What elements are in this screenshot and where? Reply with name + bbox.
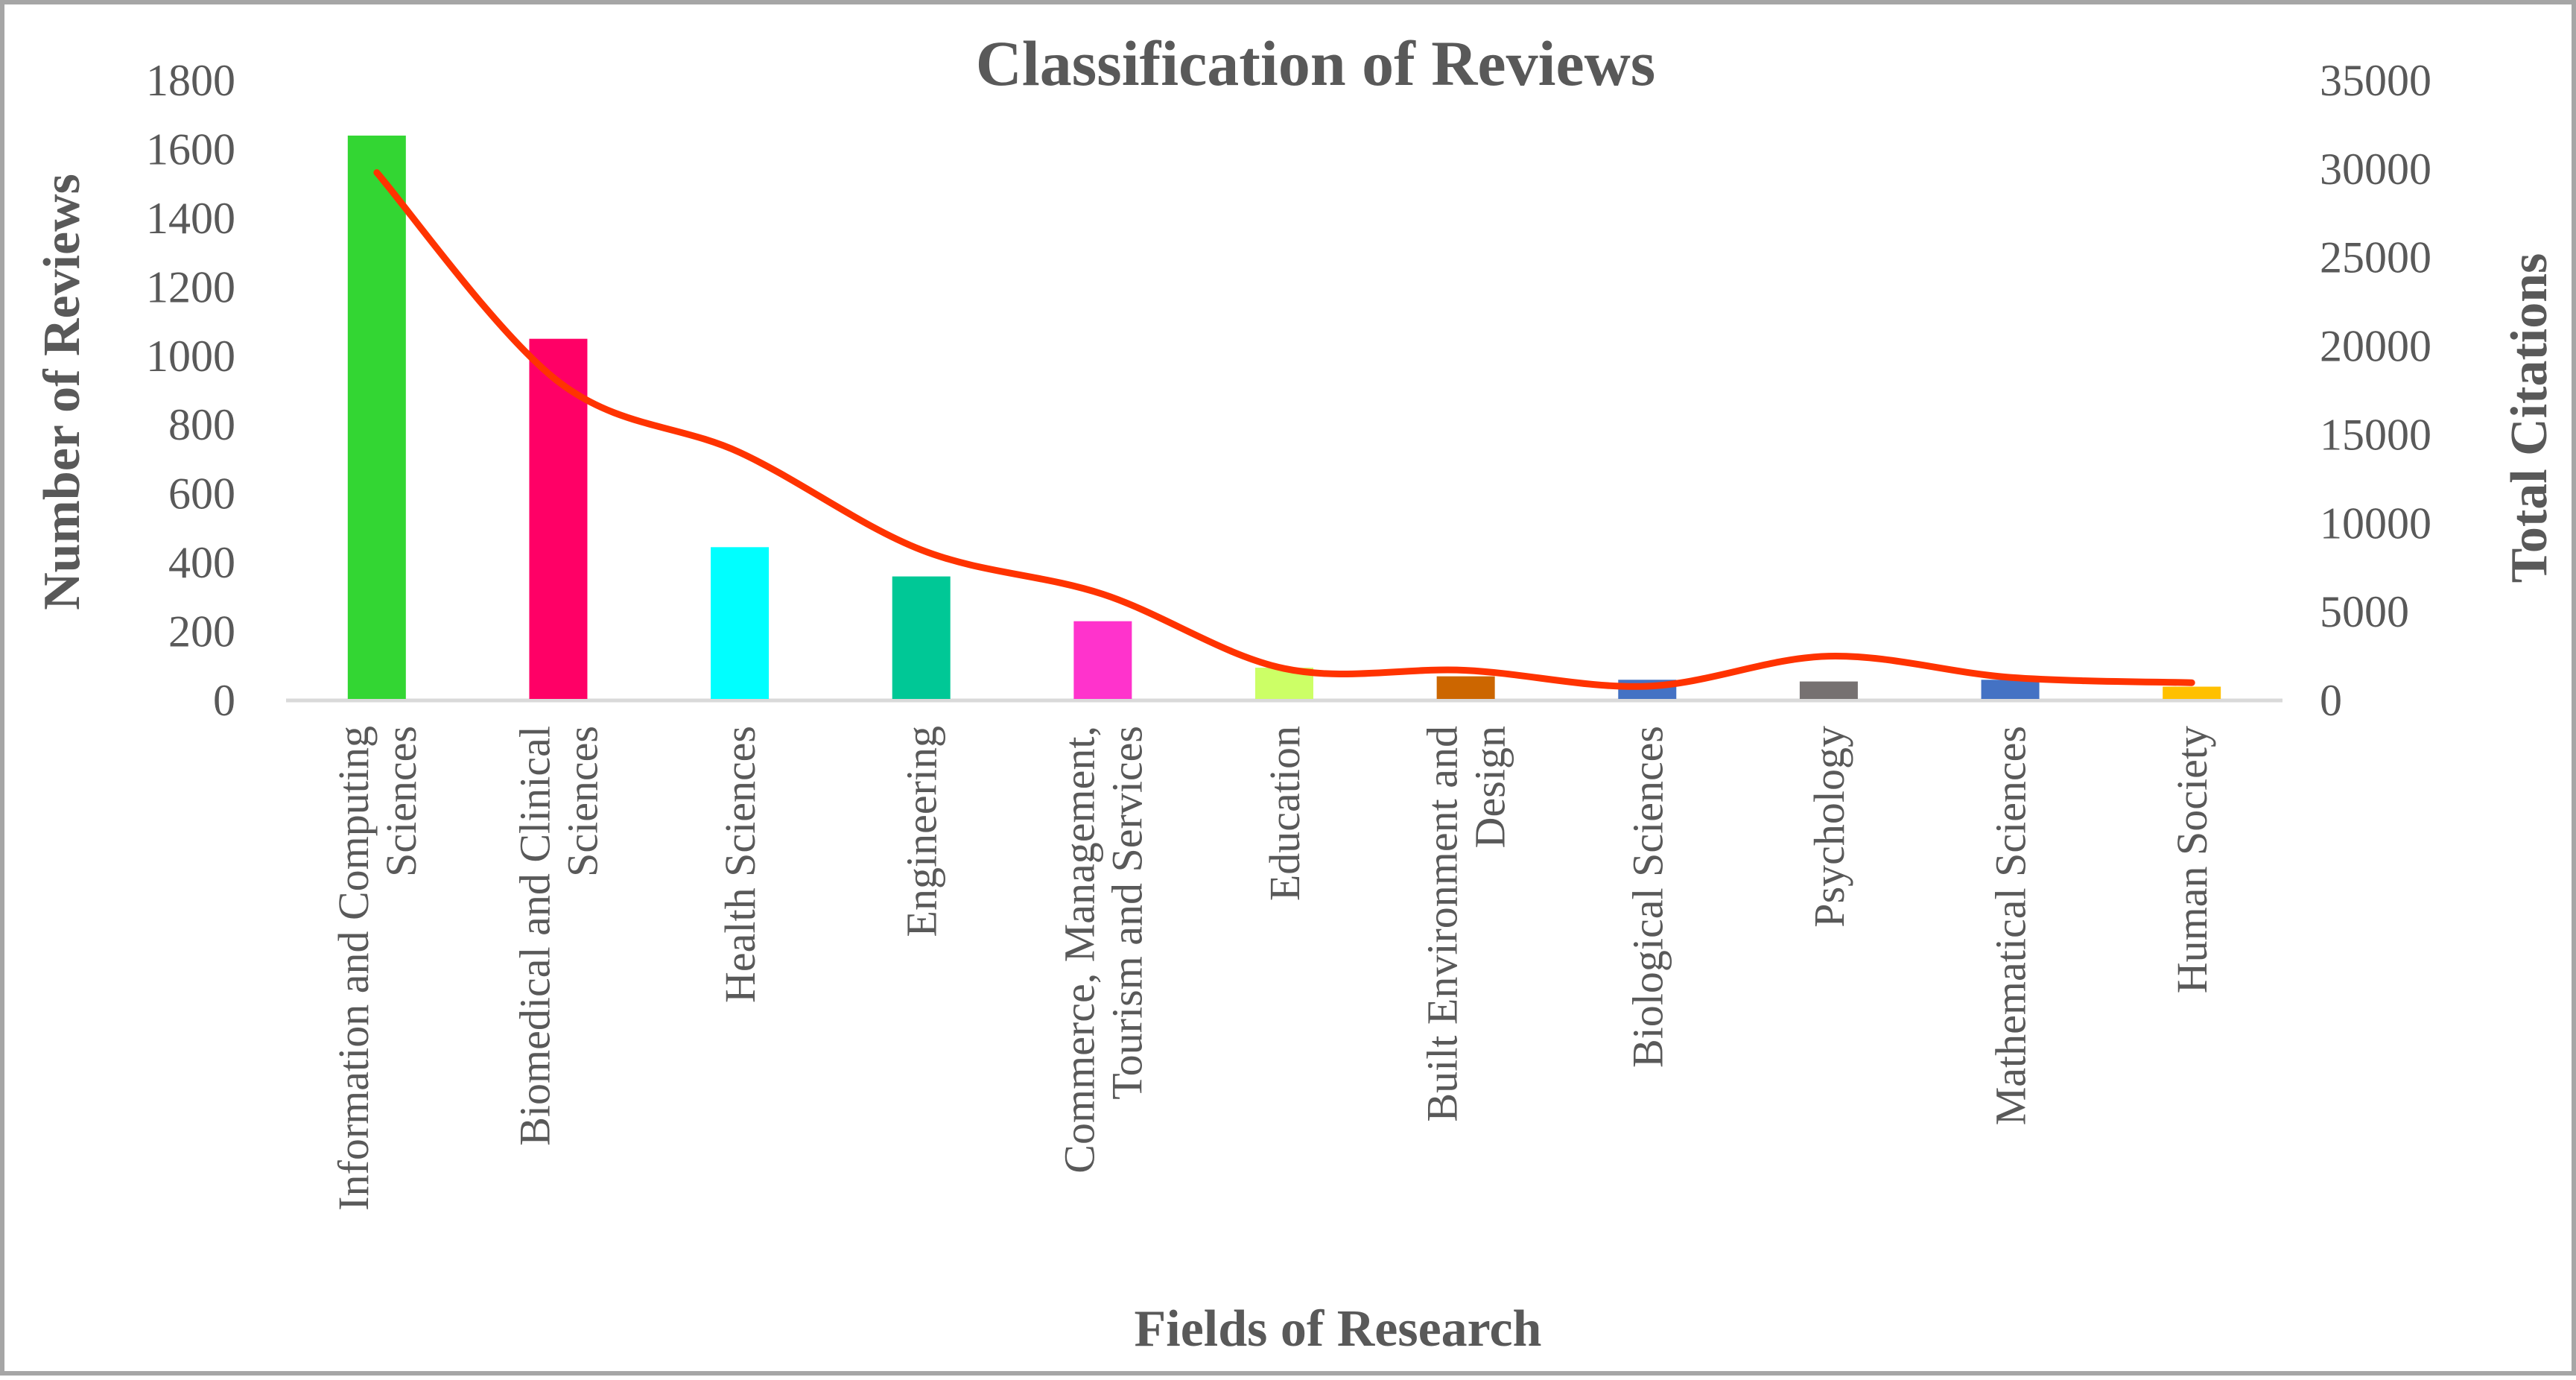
- chart: Classification of Reviews Number of Revi…: [34, 28, 2558, 1358]
- category-label: Information and ComputingSciences: [329, 726, 425, 1211]
- y-tick-label: 0: [213, 676, 235, 725]
- bar: [892, 576, 951, 699]
- y-tick-label: 1000: [146, 332, 235, 381]
- category-label: Biomedical and ClinicalSciences: [510, 726, 606, 1146]
- chart-title: Classification of Reviews: [976, 28, 1655, 99]
- category-label: Human Society: [2168, 726, 2216, 993]
- y-axis-ticks: 0 200 400 600 800 1000 1200 1400 1600 1800: [146, 56, 235, 725]
- y2-tick-label: 15000: [2320, 410, 2431, 459]
- x-axis-title: Fields of Research: [1135, 1300, 1542, 1358]
- category-label: Mathematical Sciences: [1987, 726, 2035, 1125]
- y-tick-label: 400: [168, 538, 235, 587]
- y-tick-label: 1800: [146, 56, 235, 105]
- category-label: Commerce, Management,Tourism and Service…: [1055, 726, 1151, 1174]
- y2-tick-label: 20000: [2320, 322, 2431, 371]
- y-tick-label: 600: [168, 469, 235, 519]
- category-label: Education: [1260, 726, 1309, 901]
- y2-axis-title: Total Citations: [2501, 253, 2558, 583]
- bar: [711, 547, 770, 699]
- citations-line: [373, 169, 2195, 690]
- category-label: Engineering: [898, 726, 946, 937]
- bar: [2163, 686, 2221, 699]
- bar: [529, 338, 588, 699]
- y2-tick-label: 25000: [2320, 233, 2431, 282]
- y2-tick-label: 10000: [2320, 498, 2431, 548]
- bar: [347, 135, 406, 699]
- bar: [1436, 676, 1495, 699]
- y2-tick-label: 35000: [2320, 56, 2431, 105]
- y-tick-label: 1200: [146, 262, 235, 311]
- y2-tick-label: 5000: [2320, 587, 2409, 636]
- y2-tick-label: 0: [2320, 676, 2342, 725]
- y-tick-label: 800: [168, 400, 235, 449]
- category-label: Biological Sciences: [1623, 726, 1672, 1068]
- y2-axis-ticks: 0 5000 10000 15000 20000 25000 30000 35000: [2320, 56, 2431, 725]
- y2-tick-label: 30000: [2320, 145, 2431, 194]
- category-label: Psychology: [1805, 726, 1853, 928]
- y-tick-label: 1600: [146, 124, 235, 174]
- category-labels: Information and ComputingSciences Biomedi…: [329, 726, 2216, 1211]
- category-label: Built Environment andDesign: [1418, 726, 1514, 1122]
- bar-series: [347, 135, 2221, 699]
- y-tick-label: 1400: [146, 194, 235, 243]
- category-label: Health Sciences: [716, 726, 764, 1003]
- y-tick-label: 200: [168, 607, 235, 656]
- bar: [1073, 621, 1132, 699]
- bar: [1981, 680, 2040, 699]
- bar: [1799, 681, 1858, 699]
- y-axis-title: Number of Reviews: [34, 174, 91, 610]
